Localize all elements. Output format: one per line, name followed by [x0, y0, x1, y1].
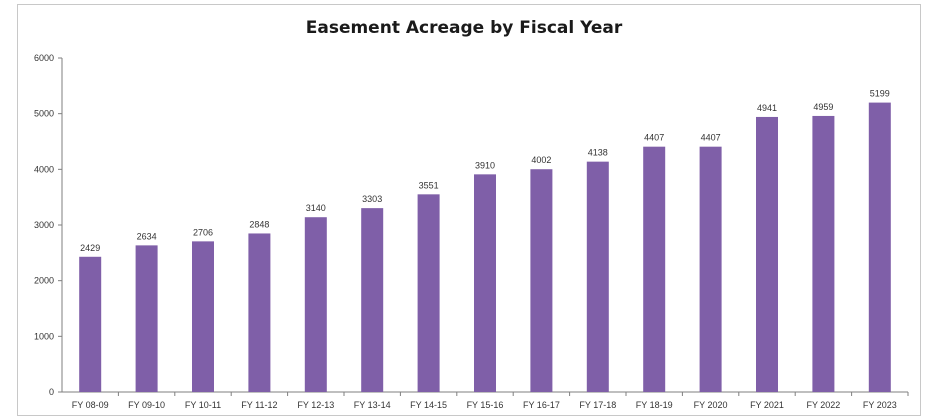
- bar: [79, 256, 102, 392]
- bar: [417, 194, 440, 392]
- x-tick-label: FY 2020: [694, 400, 728, 410]
- bar: [304, 217, 327, 392]
- data-label: 2848: [249, 219, 269, 229]
- bar: [474, 174, 496, 392]
- bar: [586, 161, 609, 392]
- x-tick-label: FY 08-09: [72, 400, 109, 410]
- x-axis-ticks: FY 08-09 FY 09-10 FY 10-11 FY 11-12 FY 12-13…: [72, 392, 909, 410]
- data-label: 4002: [531, 155, 551, 165]
- data-label: 3910: [475, 160, 495, 170]
- data-label: 4407: [644, 133, 664, 143]
- bars: [79, 102, 891, 393]
- data-label: 4941: [757, 103, 777, 113]
- x-tick-label: FY 17-18: [579, 400, 616, 410]
- x-tick-label: FY 12-13: [297, 400, 334, 410]
- bar: [135, 245, 158, 392]
- y-tick-label: 6000: [34, 53, 54, 63]
- data-label: 4407: [701, 133, 721, 143]
- y-tick-label: 4000: [34, 164, 54, 174]
- y-tick-label: 2000: [34, 276, 54, 286]
- bar: [192, 241, 214, 392]
- x-tick-label: FY 09-10: [128, 400, 165, 410]
- bar: [756, 116, 778, 393]
- data-label: 2706: [193, 227, 213, 237]
- y-tick-label: 5000: [34, 109, 54, 119]
- x-tick-label: FY 18-19: [636, 400, 673, 410]
- bar: [812, 115, 835, 392]
- x-tick-label: FY 2023: [863, 400, 897, 410]
- x-tick-label: FY 2022: [806, 400, 840, 410]
- data-label: 3551: [419, 180, 439, 190]
- x-tick-label: FY 13-14: [354, 400, 391, 410]
- data-label: 3140: [306, 203, 326, 213]
- y-tick-label: 3000: [34, 220, 54, 230]
- x-tick-label: FY 15-16: [467, 400, 504, 410]
- bar: [361, 208, 384, 392]
- bar: [643, 146, 666, 392]
- x-tick-label: FY 16-17: [523, 400, 560, 410]
- data-label: 5199: [870, 89, 890, 99]
- x-tick-label: FY 10-11: [185, 400, 221, 410]
- data-label: 4138: [588, 148, 608, 158]
- chart-title: Easement Acreage by Fiscal Year: [305, 18, 623, 38]
- bar: [248, 233, 271, 392]
- x-tick-label: FY 14-15: [410, 400, 447, 410]
- data-labels: 2429 2634 2706 2848 3140 3303 3551 3910 4002 4138…: [80, 89, 890, 253]
- x-tick-label: FY 11-12: [241, 400, 277, 410]
- bar: [699, 146, 722, 392]
- bar: [530, 169, 553, 392]
- data-label: 4959: [813, 102, 833, 112]
- x-tick-label: FY 2021: [750, 400, 784, 410]
- y-tick-label: 0: [49, 387, 54, 397]
- y-axis-ticks: 0 1000 2000 3000 4000 5000 6000: [34, 53, 62, 397]
- data-label: 2429: [80, 243, 100, 253]
- bar: [868, 102, 891, 393]
- y-tick-label: 1000: [34, 331, 54, 341]
- data-label: 3303: [362, 194, 382, 204]
- data-label: 2634: [137, 231, 157, 241]
